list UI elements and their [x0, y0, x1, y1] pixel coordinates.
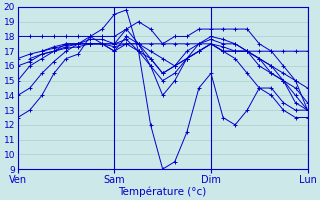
X-axis label: Température (°c): Température (°c)	[118, 186, 207, 197]
